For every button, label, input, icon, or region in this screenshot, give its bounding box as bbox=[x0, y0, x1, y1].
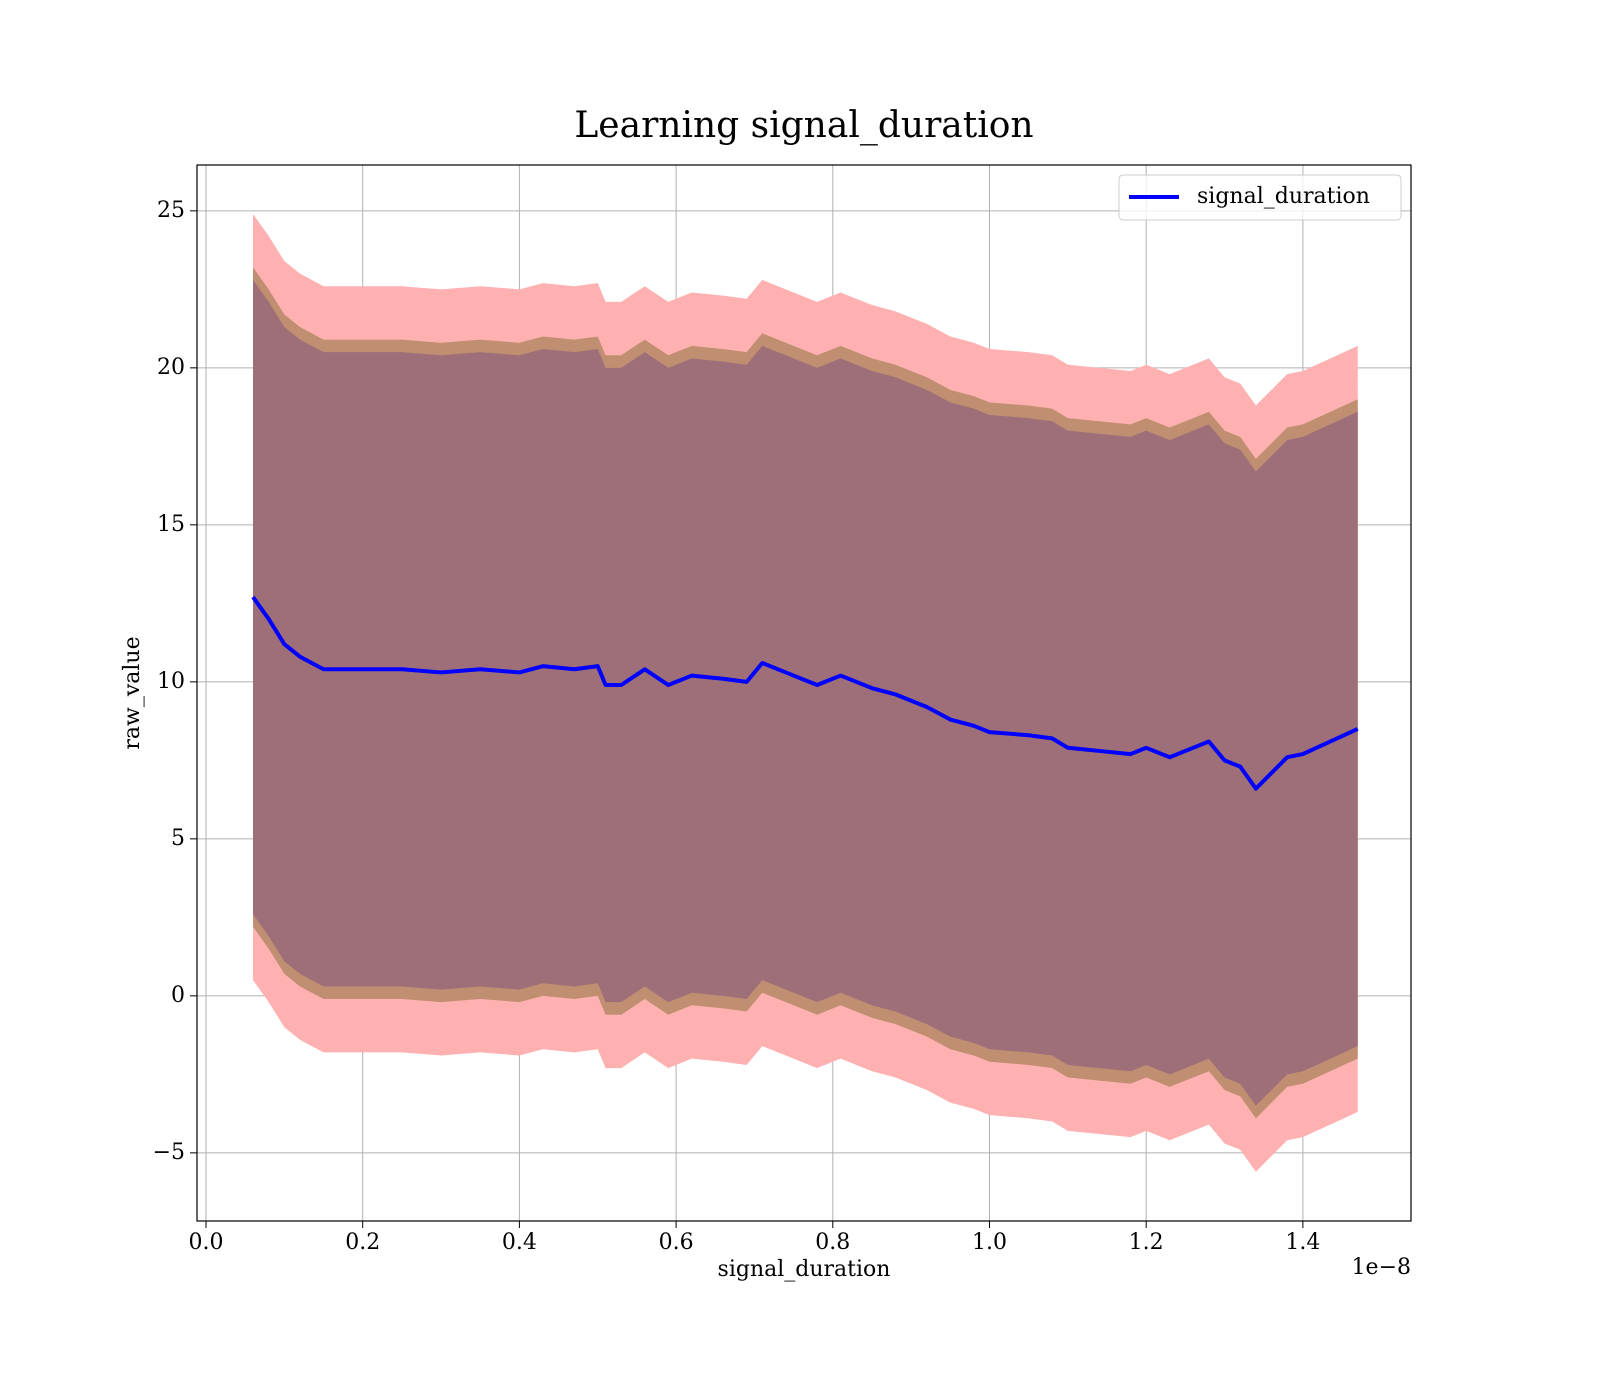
series-line bbox=[251, 595, 1359, 791]
legend-label: signal_duration bbox=[1197, 184, 1370, 209]
plot-frame bbox=[196, 164, 1412, 1222]
x-tick-label: 1.2 bbox=[1129, 1230, 1164, 1255]
x-axis-label: signal_duration bbox=[718, 1257, 891, 1282]
y-tick-label: 5 bbox=[171, 826, 185, 851]
y-tick-label: 10 bbox=[157, 669, 185, 694]
y-axis-label: raw_value bbox=[120, 636, 145, 749]
x-tick-label: 0.2 bbox=[345, 1230, 380, 1255]
x-tick-label: 0.6 bbox=[659, 1230, 694, 1255]
x-tick-label: 0.0 bbox=[189, 1230, 224, 1255]
y-tick-label: 20 bbox=[157, 355, 185, 380]
y-tick-label: −5 bbox=[153, 1140, 185, 1165]
x-tick-label: 0.8 bbox=[815, 1230, 850, 1255]
y-tick-label: 25 bbox=[157, 198, 185, 223]
x-offset-label: 1e−8 bbox=[1352, 1255, 1411, 1280]
band bbox=[253, 279, 1358, 1106]
y-tick-label: 0 bbox=[171, 983, 185, 1008]
legend-box bbox=[1118, 174, 1402, 221]
chart-title: Learning signal_duration bbox=[574, 105, 1033, 146]
y-tick-label: 15 bbox=[157, 512, 185, 537]
x-tick-label: 1.4 bbox=[1285, 1230, 1320, 1255]
x-tick-label: 0.4 bbox=[502, 1230, 537, 1255]
x-tick-label: 1.0 bbox=[972, 1230, 1007, 1255]
